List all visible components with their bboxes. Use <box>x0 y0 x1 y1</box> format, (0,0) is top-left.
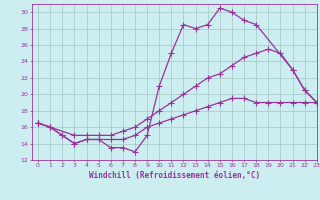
X-axis label: Windchill (Refroidissement éolien,°C): Windchill (Refroidissement éolien,°C) <box>89 171 260 180</box>
